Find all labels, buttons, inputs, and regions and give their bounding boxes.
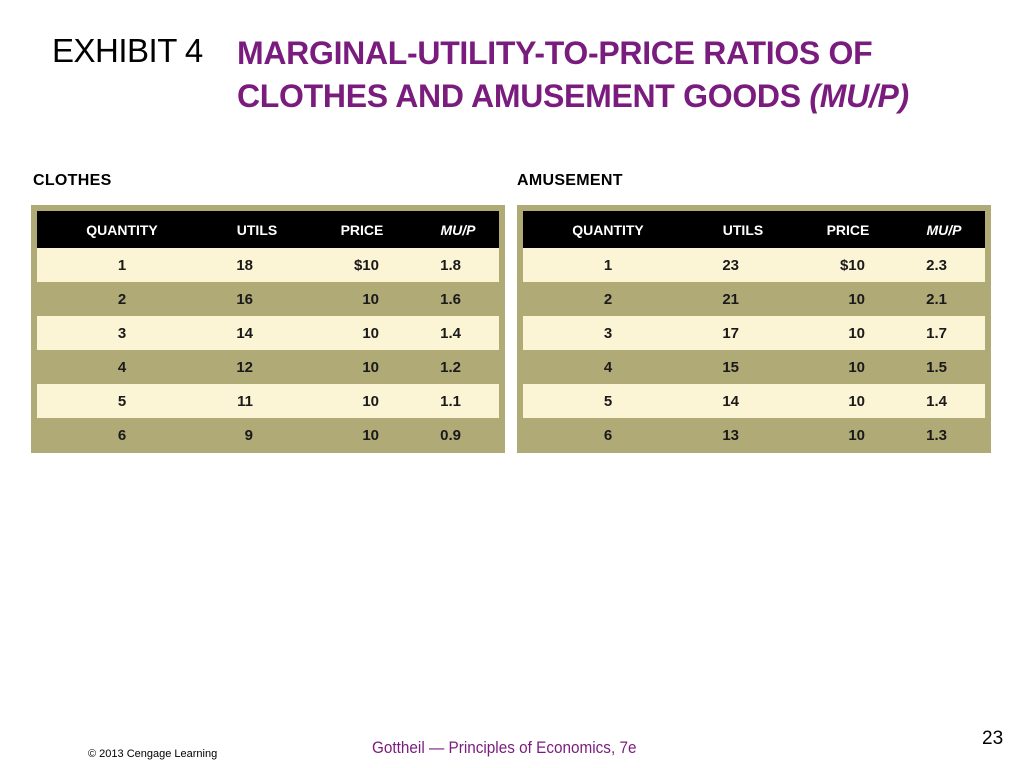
title-line-1: MARGINAL-UTILITY-TO-PRICE RATIOS OF xyxy=(237,35,873,71)
amusement-table: QUANTITY UTILS PRICE MU/P 1 23 $10 2.3 2 21 10… xyxy=(523,211,985,452)
clothes-table: QUANTITY UTILS PRICE MU/P 1 18 $10 1.8 2 16 10… xyxy=(37,211,499,452)
header-mu-p: MU/P xyxy=(903,211,985,248)
header-mu-p: MU/P xyxy=(417,211,499,248)
amusement-table-panel: QUANTITY UTILS PRICE MU/P 1 23 $10 2.3 2 21 10… xyxy=(517,205,991,453)
title-emphasis: (MU/P) xyxy=(809,78,909,114)
utils-cell: 21 xyxy=(722,290,739,308)
amusement-table-body: 1 23 $10 2.3 2 21 10 2.1 3 17 10 1.7 4 15 10 1.5 5 14 10 1.… xyxy=(523,248,985,452)
mu-p-cell: 1.4 xyxy=(417,316,499,350)
price-cell: 10 xyxy=(362,290,379,308)
exhibit-title: MARGINAL-UTILITY-TO-PRICE RATIOS OF CLOT… xyxy=(237,32,1007,118)
table-row: 1 18 $10 1.8 xyxy=(37,248,499,282)
utils-cell: 13 xyxy=(722,426,739,444)
header-price: PRICE xyxy=(793,211,903,248)
price-cell: 10 xyxy=(848,426,865,444)
quantity-cell: 5 xyxy=(523,384,693,418)
header-price: PRICE xyxy=(307,211,417,248)
header-quantity: QUANTITY xyxy=(37,211,207,248)
clothes-table-panel: QUANTITY UTILS PRICE MU/P 1 18 $10 1.8 2 16 10… xyxy=(31,205,505,453)
utils-cell: 17 xyxy=(693,316,793,350)
price-cell: 10 xyxy=(793,316,903,350)
table-row: 1 23 $10 2.3 xyxy=(523,248,985,282)
utils-cell: 18 xyxy=(207,248,307,282)
amusement-label: AMUSEMENT xyxy=(517,172,623,189)
clothes-table-body: 1 18 $10 1.8 2 16 10 1.6 3 14 10 1.4 4 12 10 1.2 5 11 10 1.… xyxy=(37,248,499,452)
utils-cell: 14 xyxy=(693,384,793,418)
utils-cell: 16 xyxy=(236,290,253,308)
utils-cell: 11 xyxy=(207,384,307,418)
table-row: 6 9 10 0.9 xyxy=(37,418,499,452)
price-cell: 10 xyxy=(307,384,417,418)
utils-cell: 12 xyxy=(236,358,253,376)
table-row: 5 11 10 1.1 xyxy=(37,384,499,418)
quantity-cell: 6 xyxy=(603,426,613,444)
table-header-row: QUANTITY UTILS PRICE MU/P xyxy=(37,211,499,248)
title-line-2: CLOTHES AND AMUSEMENT GOODS (MU/P) xyxy=(237,75,1007,118)
table-row: 3 17 10 1.7 xyxy=(523,316,985,350)
table-row: 2 16 10 1.6 xyxy=(37,282,499,316)
quantity-cell: 6 xyxy=(117,426,127,444)
mu-p-cell: 1.4 xyxy=(903,384,985,418)
price-cell: 10 xyxy=(848,290,865,308)
quantity-cell: 3 xyxy=(523,316,693,350)
table-row: 4 15 10 1.5 xyxy=(523,350,985,384)
page-number: 23 xyxy=(982,728,1004,749)
copyright: © 2013 Cengage Learning xyxy=(88,748,218,760)
utils-cell: 9 xyxy=(244,426,253,444)
quantity-cell: 4 xyxy=(117,358,127,376)
table-header-row: QUANTITY UTILS PRICE MU/P xyxy=(523,211,985,248)
utils-cell: 23 xyxy=(693,248,793,282)
quantity-cell: 4 xyxy=(603,358,613,376)
mu-p-cell: 1.5 xyxy=(926,358,947,376)
table-row: 5 14 10 1.4 xyxy=(523,384,985,418)
book-credit: Gottheil — Principles of Economics, 7e xyxy=(372,738,637,757)
quantity-cell: 2 xyxy=(117,290,127,308)
header-quantity: QUANTITY xyxy=(523,211,693,248)
table-row: 4 12 10 1.2 xyxy=(37,350,499,384)
mu-p-cell: 1.7 xyxy=(903,316,985,350)
mu-p-cell: 1.8 xyxy=(417,248,499,282)
price-cell: $10 xyxy=(793,248,903,282)
mu-p-cell: 1.3 xyxy=(926,426,947,444)
quantity-cell: 2 xyxy=(603,290,613,308)
utils-cell: 15 xyxy=(722,358,739,376)
quantity-cell: 1 xyxy=(523,248,693,282)
mu-p-cell: 1.6 xyxy=(440,290,461,308)
price-cell: 10 xyxy=(362,358,379,376)
price-cell: 10 xyxy=(793,384,903,418)
price-cell: 10 xyxy=(362,426,379,444)
quantity-cell: 5 xyxy=(37,384,207,418)
mu-p-cell: 2.3 xyxy=(903,248,985,282)
clothes-label: CLOTHES xyxy=(33,172,112,189)
header-utils: UTILS xyxy=(207,211,307,248)
title-line-2-text: CLOTHES AND AMUSEMENT GOODS xyxy=(237,78,801,114)
mu-p-cell: 1.1 xyxy=(417,384,499,418)
price-cell: 10 xyxy=(307,316,417,350)
mu-p-cell: 0.9 xyxy=(440,426,461,444)
mu-p-cell: 1.2 xyxy=(440,358,461,376)
utils-cell: 14 xyxy=(207,316,307,350)
header-utils: UTILS xyxy=(693,211,793,248)
mu-p-cell: 2.1 xyxy=(926,290,947,308)
table-row: 2 21 10 2.1 xyxy=(523,282,985,316)
price-cell: 10 xyxy=(848,358,865,376)
quantity-cell: 1 xyxy=(37,248,207,282)
exhibit-label: EXHIBIT 4 xyxy=(52,32,203,69)
table-row: 3 14 10 1.4 xyxy=(37,316,499,350)
quantity-cell: 3 xyxy=(37,316,207,350)
table-row: 6 13 10 1.3 xyxy=(523,418,985,452)
price-cell: $10 xyxy=(307,248,417,282)
